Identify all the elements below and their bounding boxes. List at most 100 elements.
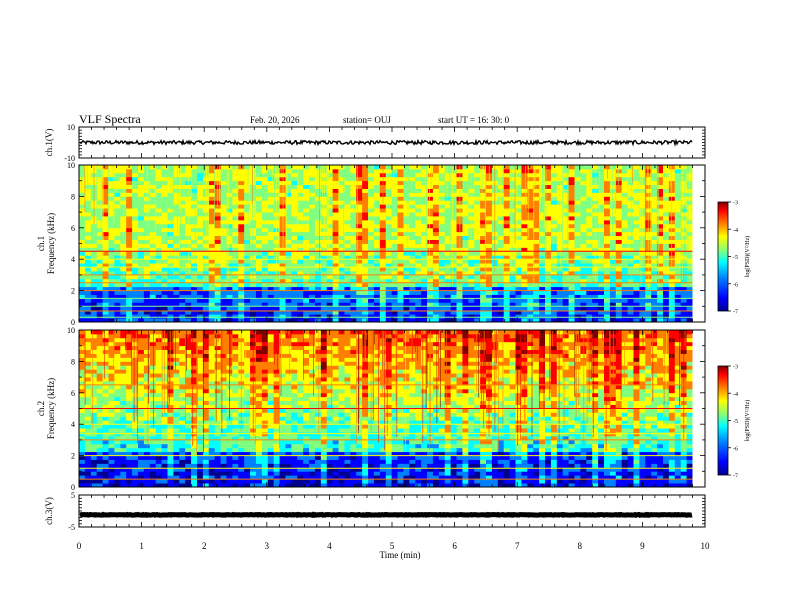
ch1-spectrogram-cell [415, 180, 422, 186]
ch1-spectrogram-cell [686, 306, 693, 311]
ch1-spectrogram-cell [137, 184, 145, 189]
ch1-spectrogram-cell [580, 219, 587, 225]
ch1-spectrogram-cell [332, 219, 339, 225]
ch1-spectrogram-cell [568, 290, 575, 295]
ch1-spectrogram-cell [421, 306, 428, 311]
ch1-spectrogram-cell [438, 286, 446, 292]
ch1-spectrogram-cell [409, 227, 416, 233]
ch1-spectrogram-cell [167, 302, 174, 307]
ch1-spectrogram-cell [515, 184, 522, 189]
ch1-spectrogram-cell [161, 259, 168, 264]
ch1-spectrogram-cell [468, 200, 475, 205]
ch1-spectrogram-cell [362, 318, 369, 323]
ch1-spectrogram-cell [114, 255, 121, 260]
ch2-spectrogram-cell [84, 341, 92, 347]
ch1-spectrogram-cell [326, 235, 334, 240]
ch1-spectrogram-cell [397, 168, 404, 174]
ch1-spectrogram-cell [385, 180, 393, 186]
ch2-spectrogram-cell [102, 353, 109, 358]
ch1-spectrogram-cell [586, 282, 593, 288]
ch1-spectrogram-cell [167, 267, 174, 272]
ch1-spectrogram-cell [238, 231, 245, 237]
ch2-spectrogram-cell [84, 392, 92, 398]
ch1-spectrogram-cell [303, 219, 310, 225]
ch1-spectrogram-cell [332, 212, 339, 217]
ch1-spectrogram-cell [651, 247, 658, 252]
ch1-spectrogram-cell [196, 219, 204, 225]
ch1-spectrogram-cell [185, 216, 192, 221]
ch1-spectrogram-cell [562, 310, 570, 315]
ch1-spectrogram-cell [191, 216, 198, 221]
ch1-spectrogram-cell [586, 286, 593, 292]
ch1-spectrogram-cell [155, 282, 162, 288]
ch1-spectrogram-cell [208, 294, 216, 299]
ch1-spectrogram-cell [303, 231, 310, 237]
ch1-spectrogram-cell [385, 188, 393, 193]
ch1-spectrogram-cell [527, 282, 534, 288]
ch1-spectrogram-cell [550, 286, 558, 292]
ch1-spectrogram-cell [432, 196, 440, 201]
ch1-spectrogram-cell [202, 263, 210, 268]
ch1-spectrogram-cell [108, 172, 115, 178]
ch1-spectrogram-cell [598, 235, 605, 240]
ch1-spectrogram-cell [185, 302, 192, 307]
ch1-spectrogram-cell [332, 306, 339, 311]
ch1-spectrogram-cell [291, 306, 298, 311]
ch2-spectrogram-cell [114, 416, 121, 421]
ch1-spectrogram-cell [362, 227, 369, 233]
ch1-spectrogram-cell [250, 227, 257, 233]
ch1-spectrogram-cell [303, 282, 310, 288]
ch1-spectrogram-cell [332, 180, 339, 186]
ch1-spectrogram-cell [261, 223, 269, 229]
ch2-spectrogram-cell [96, 373, 103, 378]
ch1-spectrogram-cell [438, 314, 446, 319]
ch1-spectrogram-cell [149, 278, 157, 284]
ch1-spectrogram-cell [503, 259, 511, 264]
ch1-spectrogram-cell [155, 243, 162, 248]
ch1-spectrogram-cell [232, 239, 239, 244]
ch2-spectrogram-cell [79, 369, 86, 374]
ch1-spectrogram-cell [668, 216, 676, 221]
ch1-spectrogram-cell [344, 310, 351, 315]
ch2-spectrogram-cell [126, 333, 133, 339]
ch1-spectrogram-cell [527, 208, 534, 213]
ch1-spectrogram-cell [155, 235, 162, 240]
ch1-spectrogram-cell [497, 251, 505, 256]
ch1-spectrogram-cell [344, 267, 351, 272]
ch1-spectrogram-cell [686, 282, 693, 288]
ch1-spectrogram-cell [344, 318, 351, 323]
ch1-spectrogram-cell [627, 200, 634, 205]
ch1-spectrogram-cell [462, 227, 469, 233]
ch1-spectrogram-cell [385, 227, 393, 233]
ch2-spectrogram-cell [84, 479, 92, 484]
ch2-spectrogram-cell [126, 345, 133, 351]
ch1-spectrogram-cell [244, 270, 251, 276]
ch1-spectrogram-cell [574, 219, 581, 225]
ch1-spectrogram-cell [562, 270, 570, 276]
ch1-spectrogram-cell [450, 286, 457, 292]
ch1-spectrogram-cell [185, 306, 192, 311]
ch1-spectrogram-cell [114, 168, 121, 174]
ch2-spectrogram-cell [84, 439, 92, 445]
ch1-spectrogram-cell [143, 188, 151, 193]
ch1-spectrogram-cell [267, 188, 275, 193]
ch1-spectrogram-cell [114, 278, 121, 284]
ch1-spectrogram-cell [545, 204, 552, 209]
ch1-spectrogram-cell [338, 286, 345, 292]
ch1-spectrogram-cell [149, 259, 157, 264]
ch1-spectrogram-cell [668, 278, 676, 284]
ch1-spectrogram-cell [126, 243, 133, 248]
ch1-spectrogram-cell [674, 298, 682, 303]
ch1-spectrogram-cell [533, 168, 540, 174]
ch1-spectrogram-cell [545, 196, 552, 201]
ch1-spectrogram-cell [580, 251, 587, 256]
ch1-spectrogram-cell [403, 263, 410, 268]
ch2-spectrogram-cell [108, 439, 115, 445]
ch1-spectrogram-cell [680, 247, 687, 252]
ch1-spectrogram-cell [521, 255, 528, 260]
ch1-spectrogram-cell [556, 267, 564, 272]
ch1-spectrogram-cell [220, 204, 227, 209]
ch1-spectrogram-cell [344, 243, 351, 248]
ch1-spectrogram-cell [651, 294, 658, 299]
ch1-spectrogram-cell [651, 227, 658, 233]
